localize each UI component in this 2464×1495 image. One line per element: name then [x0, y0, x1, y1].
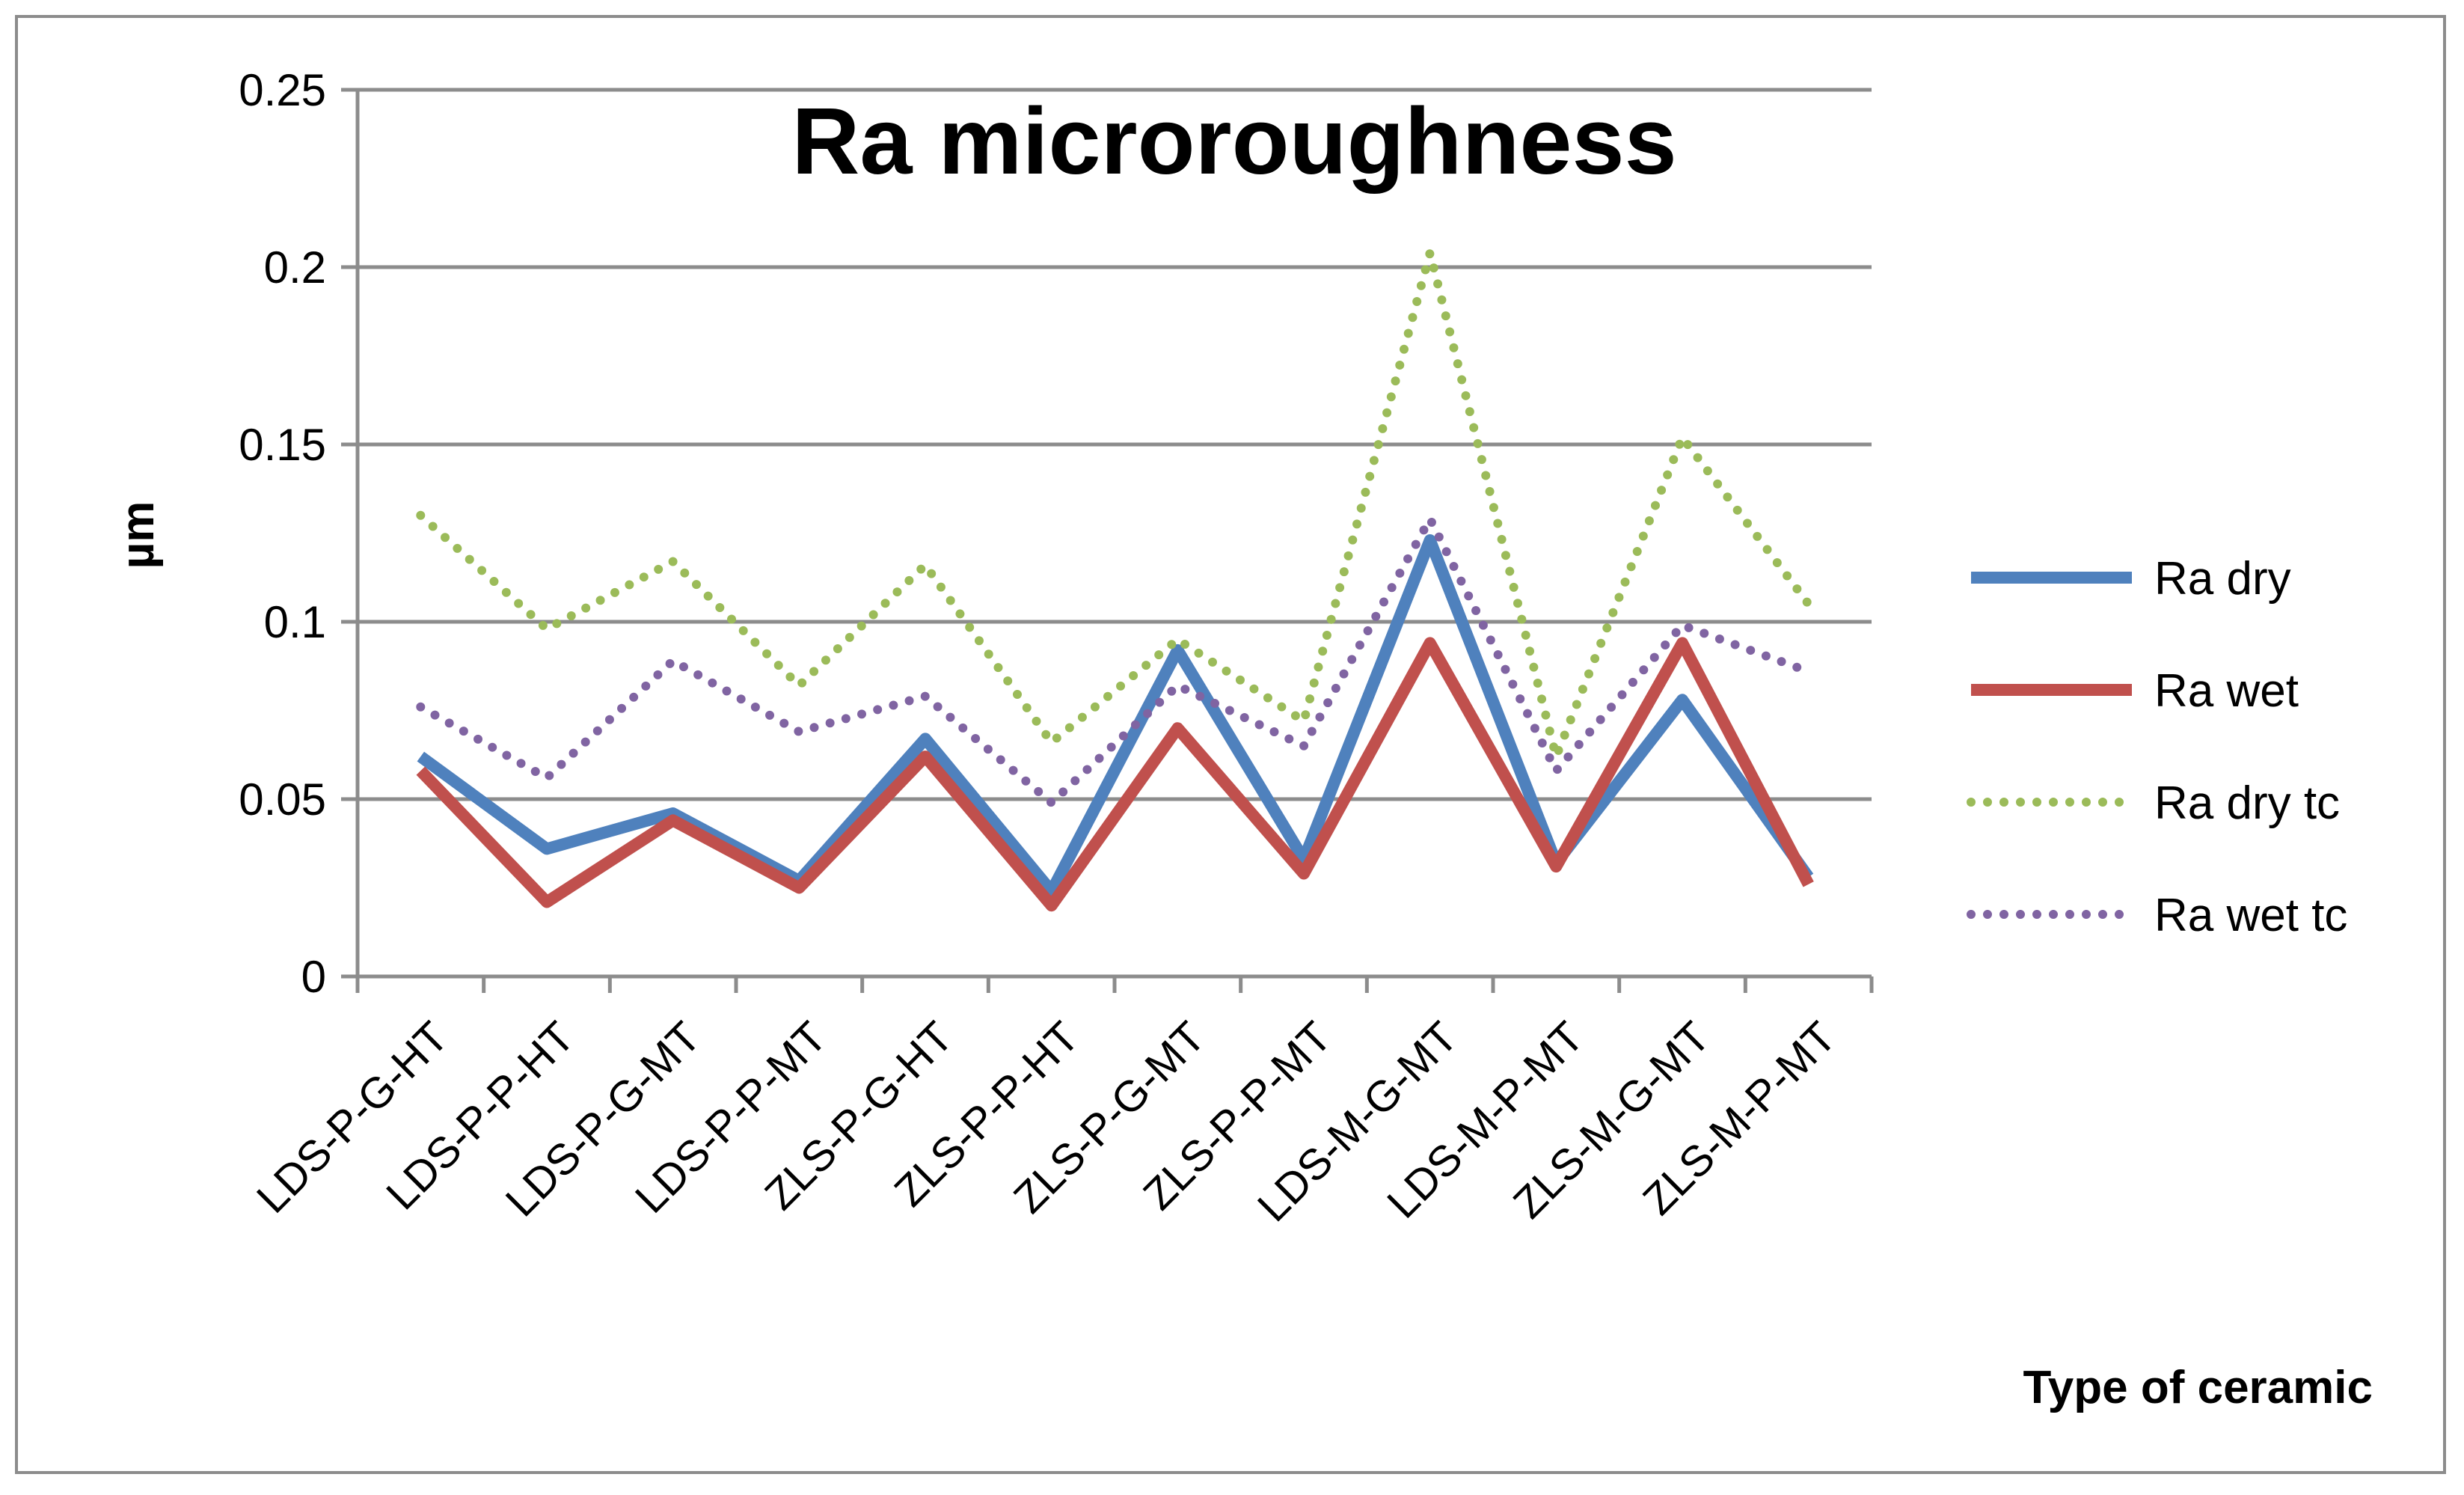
- series-line: [416, 248, 1813, 762]
- legend-label: Ra dry: [2154, 553, 2291, 605]
- data-point: [542, 897, 551, 906]
- data-point: [416, 703, 425, 712]
- data-point: [669, 557, 678, 566]
- series-ra-wet-tc: [416, 514, 1813, 807]
- y-tick-label: 0.15: [239, 420, 326, 470]
- data-point: [1299, 717, 1308, 726]
- data-point: [1551, 862, 1560, 871]
- data-point: [1173, 724, 1182, 733]
- legend-label: Ra dry tc: [2154, 777, 2340, 829]
- y-tick-label: 0.1: [264, 597, 326, 647]
- legend: Ra dry Ra wet Ra dry tc Ra wet tc: [1967, 553, 2347, 941]
- gridlines: [358, 88, 1872, 801]
- data-point: [669, 816, 678, 825]
- data-point: [794, 681, 803, 690]
- y-tick-label: 0.2: [264, 242, 326, 293]
- y-tick-label: 0.05: [239, 774, 326, 825]
- data-point: [1678, 621, 1687, 630]
- data-point: [669, 656, 678, 665]
- series-ra-dry: [416, 534, 1814, 898]
- data-point: [1047, 738, 1056, 747]
- data-point: [1678, 433, 1687, 442]
- data-point: [416, 766, 425, 775]
- x-axis-title: Type of ceramic: [2023, 1362, 2373, 1413]
- y-axis-title: µm: [112, 501, 164, 569]
- data-point: [1551, 766, 1560, 775]
- data-point: [1426, 638, 1435, 647]
- data-point: [416, 511, 425, 520]
- legend-label: Ra wet tc: [2154, 890, 2347, 941]
- tick-labels: 00.050.10.150.20.25LDS-P-G-HTLDS-P-P-HTL…: [239, 65, 1845, 1231]
- data-point: [1299, 742, 1308, 750]
- data-point: [794, 884, 803, 893]
- data-point: [1804, 599, 1813, 608]
- data-point: [921, 692, 930, 701]
- chart-title: Ra microroughness: [791, 88, 1676, 194]
- data-point: [921, 560, 930, 569]
- data-point: [1678, 695, 1687, 704]
- data-point: [1426, 248, 1435, 257]
- data-point: [1678, 638, 1687, 647]
- legend-label: Ra wet: [2154, 665, 2299, 717]
- data-point: [1173, 635, 1182, 644]
- data-point: [921, 752, 930, 761]
- data-point: [1426, 515, 1435, 524]
- data-point: [1804, 880, 1813, 889]
- data-point: [542, 844, 551, 853]
- axes: [341, 88, 1874, 993]
- data-point: [1173, 681, 1182, 690]
- data-point: [1299, 869, 1308, 878]
- data-point: [1047, 798, 1056, 807]
- y-tick-label: 0.25: [239, 65, 326, 115]
- series-ra-dry-tc: [416, 248, 1813, 762]
- series-ra-wet: [416, 637, 1814, 912]
- data-point: [542, 624, 551, 633]
- data-point: [921, 734, 930, 743]
- data-point: [416, 752, 425, 761]
- data-point: [1047, 901, 1056, 910]
- data-point: [542, 774, 551, 783]
- data-point: [1804, 667, 1813, 676]
- series-line: [416, 514, 1813, 807]
- y-tick-label: 0: [301, 952, 326, 1002]
- data-point: [1426, 536, 1435, 545]
- series-line: [416, 637, 1814, 912]
- data-point: [794, 727, 803, 736]
- data-series: [416, 248, 1814, 912]
